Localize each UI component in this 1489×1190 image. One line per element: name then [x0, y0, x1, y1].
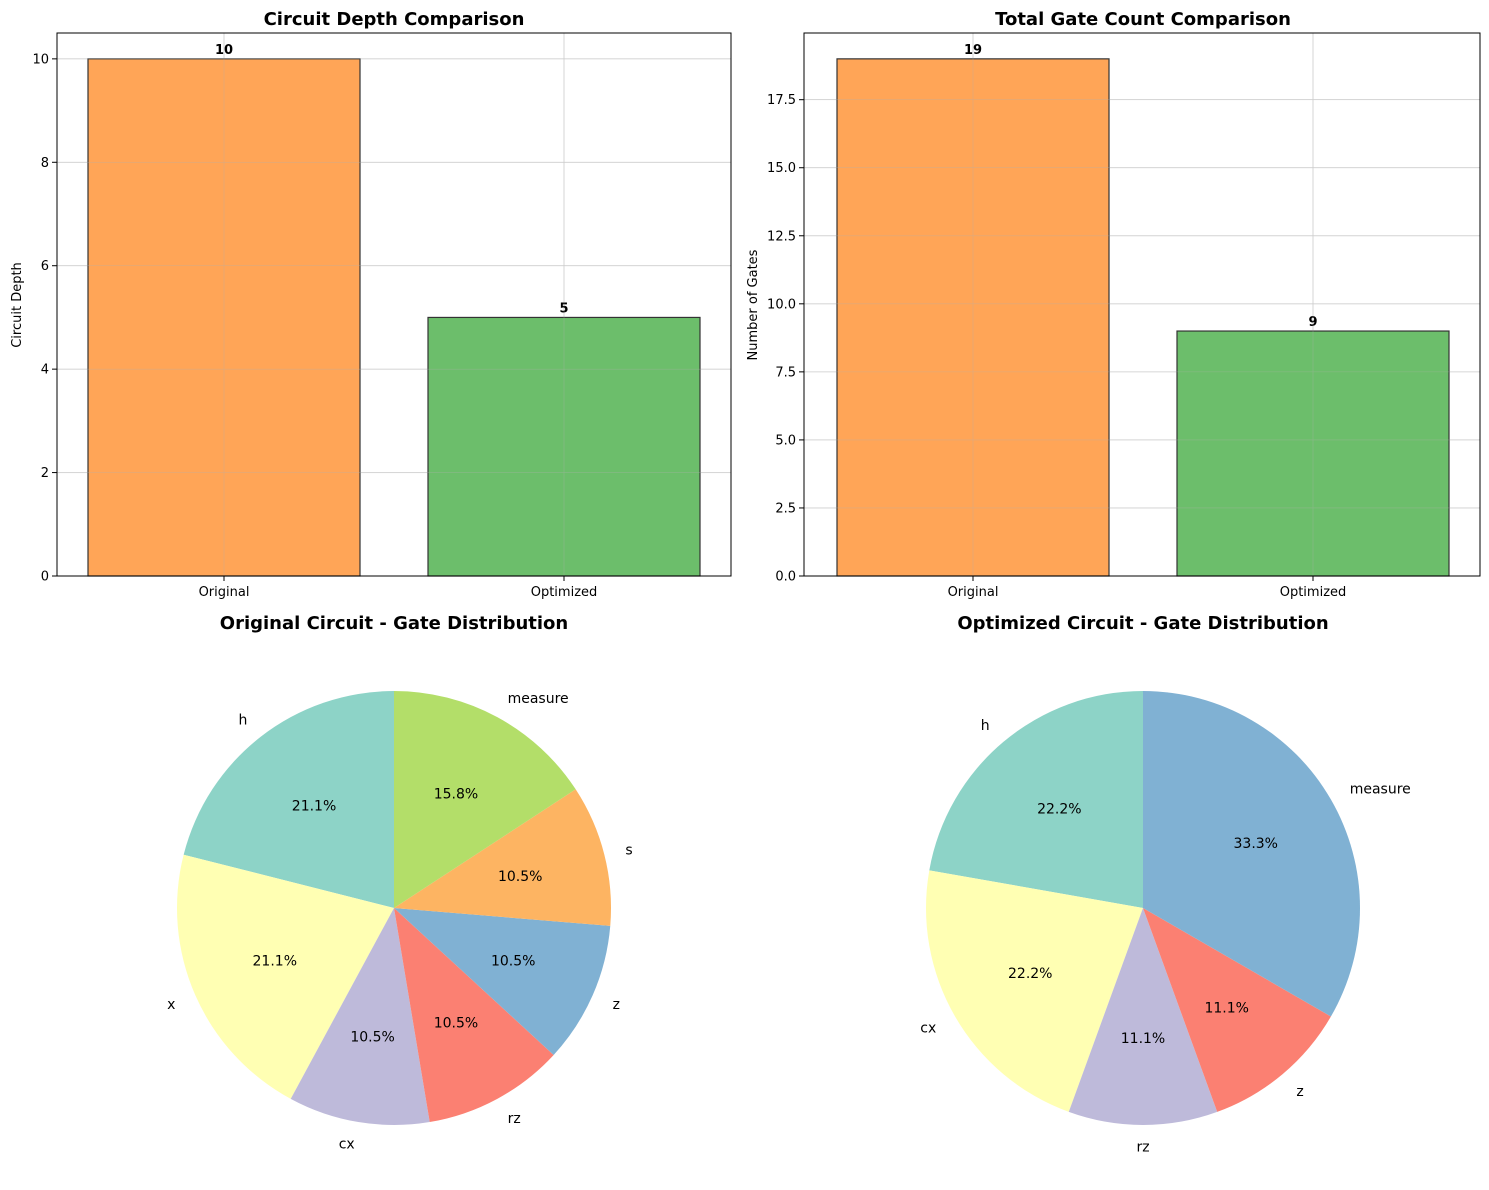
gates-bar-value-label: 9 [1308, 315, 1317, 330]
gates-chart-title: Total Gate Count Comparison [995, 9, 1291, 30]
optimized-pie-slice-label: rz [1136, 1140, 1149, 1156]
original-pie-slice-s [394, 789, 612, 926]
gates-ytick-label: 15.0 [767, 161, 796, 176]
gates-ytick-label: 12.5 [767, 229, 796, 244]
gates-axes-frame [803, 32, 1481, 577]
original-pie-slice-percent: 15.8% [434, 786, 478, 802]
original-pie-slice-label: z [613, 997, 620, 1013]
optimized-pie-slice-label: measure [1350, 782, 1411, 798]
depth-bar-value-label: 10 [215, 43, 233, 58]
depth-chart-ylabel: Circuit Depth [10, 262, 25, 348]
original-pie-slice-percent: 10.5% [350, 1029, 394, 1045]
optimized-pie-slice-label: h [981, 718, 990, 734]
depth-axes-frame [56, 32, 732, 577]
original-pie-slice-h [183, 691, 394, 908]
original-pie-slice-measure [394, 691, 576, 908]
original-pie-slice-label: h [239, 713, 248, 729]
depth-chart-title: Circuit Depth Comparison [264, 9, 525, 30]
depth-ytick-label: 6 [41, 259, 49, 274]
depth-bar-original [87, 58, 361, 577]
gates-ytick-label: 2.5 [775, 501, 796, 516]
depth-ytick-label: 4 [41, 363, 49, 378]
gates-bar-original [836, 58, 1110, 577]
original-pie-slice-label: measure [508, 691, 569, 707]
depth-ytick-label: 8 [41, 156, 49, 171]
optimized-pie-slice-percent: 33.3% [1234, 836, 1278, 852]
optimized-pie-slice-z [1143, 908, 1331, 1112]
original-pie-slice-label: cx [339, 1136, 355, 1152]
original-pie-slice-rz [394, 908, 554, 1123]
optimized-pie-slice-h [929, 691, 1143, 908]
original-pie-slice-cx [290, 908, 430, 1126]
gates-ytick-label: 10.0 [767, 297, 796, 312]
depth-xtick-label: Optimized [531, 585, 598, 600]
original-pie-slice-percent: 21.1% [253, 953, 297, 969]
optimized-pie-slice-rz [1068, 908, 1218, 1125]
depth-ytick-label: 2 [41, 466, 49, 481]
original-pie-slice-percent: 10.5% [434, 1016, 478, 1032]
gates-bar-optimized [1176, 330, 1450, 577]
gates-chart-ylabel: Number of Gates [746, 249, 761, 360]
original-pie-slice-percent: 10.5% [491, 953, 535, 969]
depth-bar-value-label: 5 [559, 301, 568, 316]
gates-xtick-label: Optimized [1280, 585, 1347, 600]
optimized-pie-slice-measure [1143, 691, 1360, 1017]
gates-ytick-label: 7.5 [775, 365, 796, 380]
gates-ytick-label: 0.0 [775, 570, 796, 585]
optimized-pie-slice-percent: 11.1% [1204, 1001, 1248, 1017]
optimized-pie-slice-label: cx [920, 1020, 936, 1036]
original-pie-slice-percent: 10.5% [498, 869, 542, 885]
optimized-pie-chart: Optimized Circuit - Gate Distribution h 2… [920, 613, 1410, 1156]
original-pie-chart: Original Circuit - Gate Distribution h 21… [167, 613, 633, 1152]
optimized-pie-slice-label: z [1296, 1084, 1303, 1100]
gates-ytick-label: 5.0 [775, 433, 796, 448]
depth-grid-overlay [57, 33, 731, 577]
original-pie-slice-label: x [167, 997, 175, 1013]
original-pie-title: Original Circuit - Gate Distribution [220, 613, 568, 634]
original-pie-slice-label: s [625, 842, 632, 858]
original-pie-slice-z [394, 908, 611, 1055]
optimized-pie-slice-percent: 22.2% [1008, 966, 1052, 982]
gates-xtick-label: Original [948, 585, 999, 600]
depth-xtick-label: Original [199, 585, 250, 600]
original-pie-slice-label: rz [508, 1111, 521, 1127]
depth-bar-chart: Circuit Depth Comparison Circuit Depth 1… [10, 9, 732, 600]
gates-bar-chart: Total Gate Count Comparison Number of Ga… [746, 9, 1481, 600]
optimized-pie-title: Optimized Circuit - Gate Distribution [957, 613, 1328, 634]
optimized-pie-slice-cx [926, 870, 1143, 1112]
gates-ytick-label: 17.5 [767, 93, 796, 108]
depth-ytick-label: 0 [41, 570, 49, 585]
original-pie-slice-x [177, 854, 394, 1099]
optimized-pie-slice-percent: 11.1% [1121, 1031, 1165, 1047]
depth-ytick-label: 10 [32, 52, 49, 67]
gates-bar-value-label: 19 [964, 43, 982, 58]
optimized-pie-slice-percent: 22.2% [1037, 801, 1081, 817]
original-pie-slice-percent: 21.1% [292, 798, 336, 814]
